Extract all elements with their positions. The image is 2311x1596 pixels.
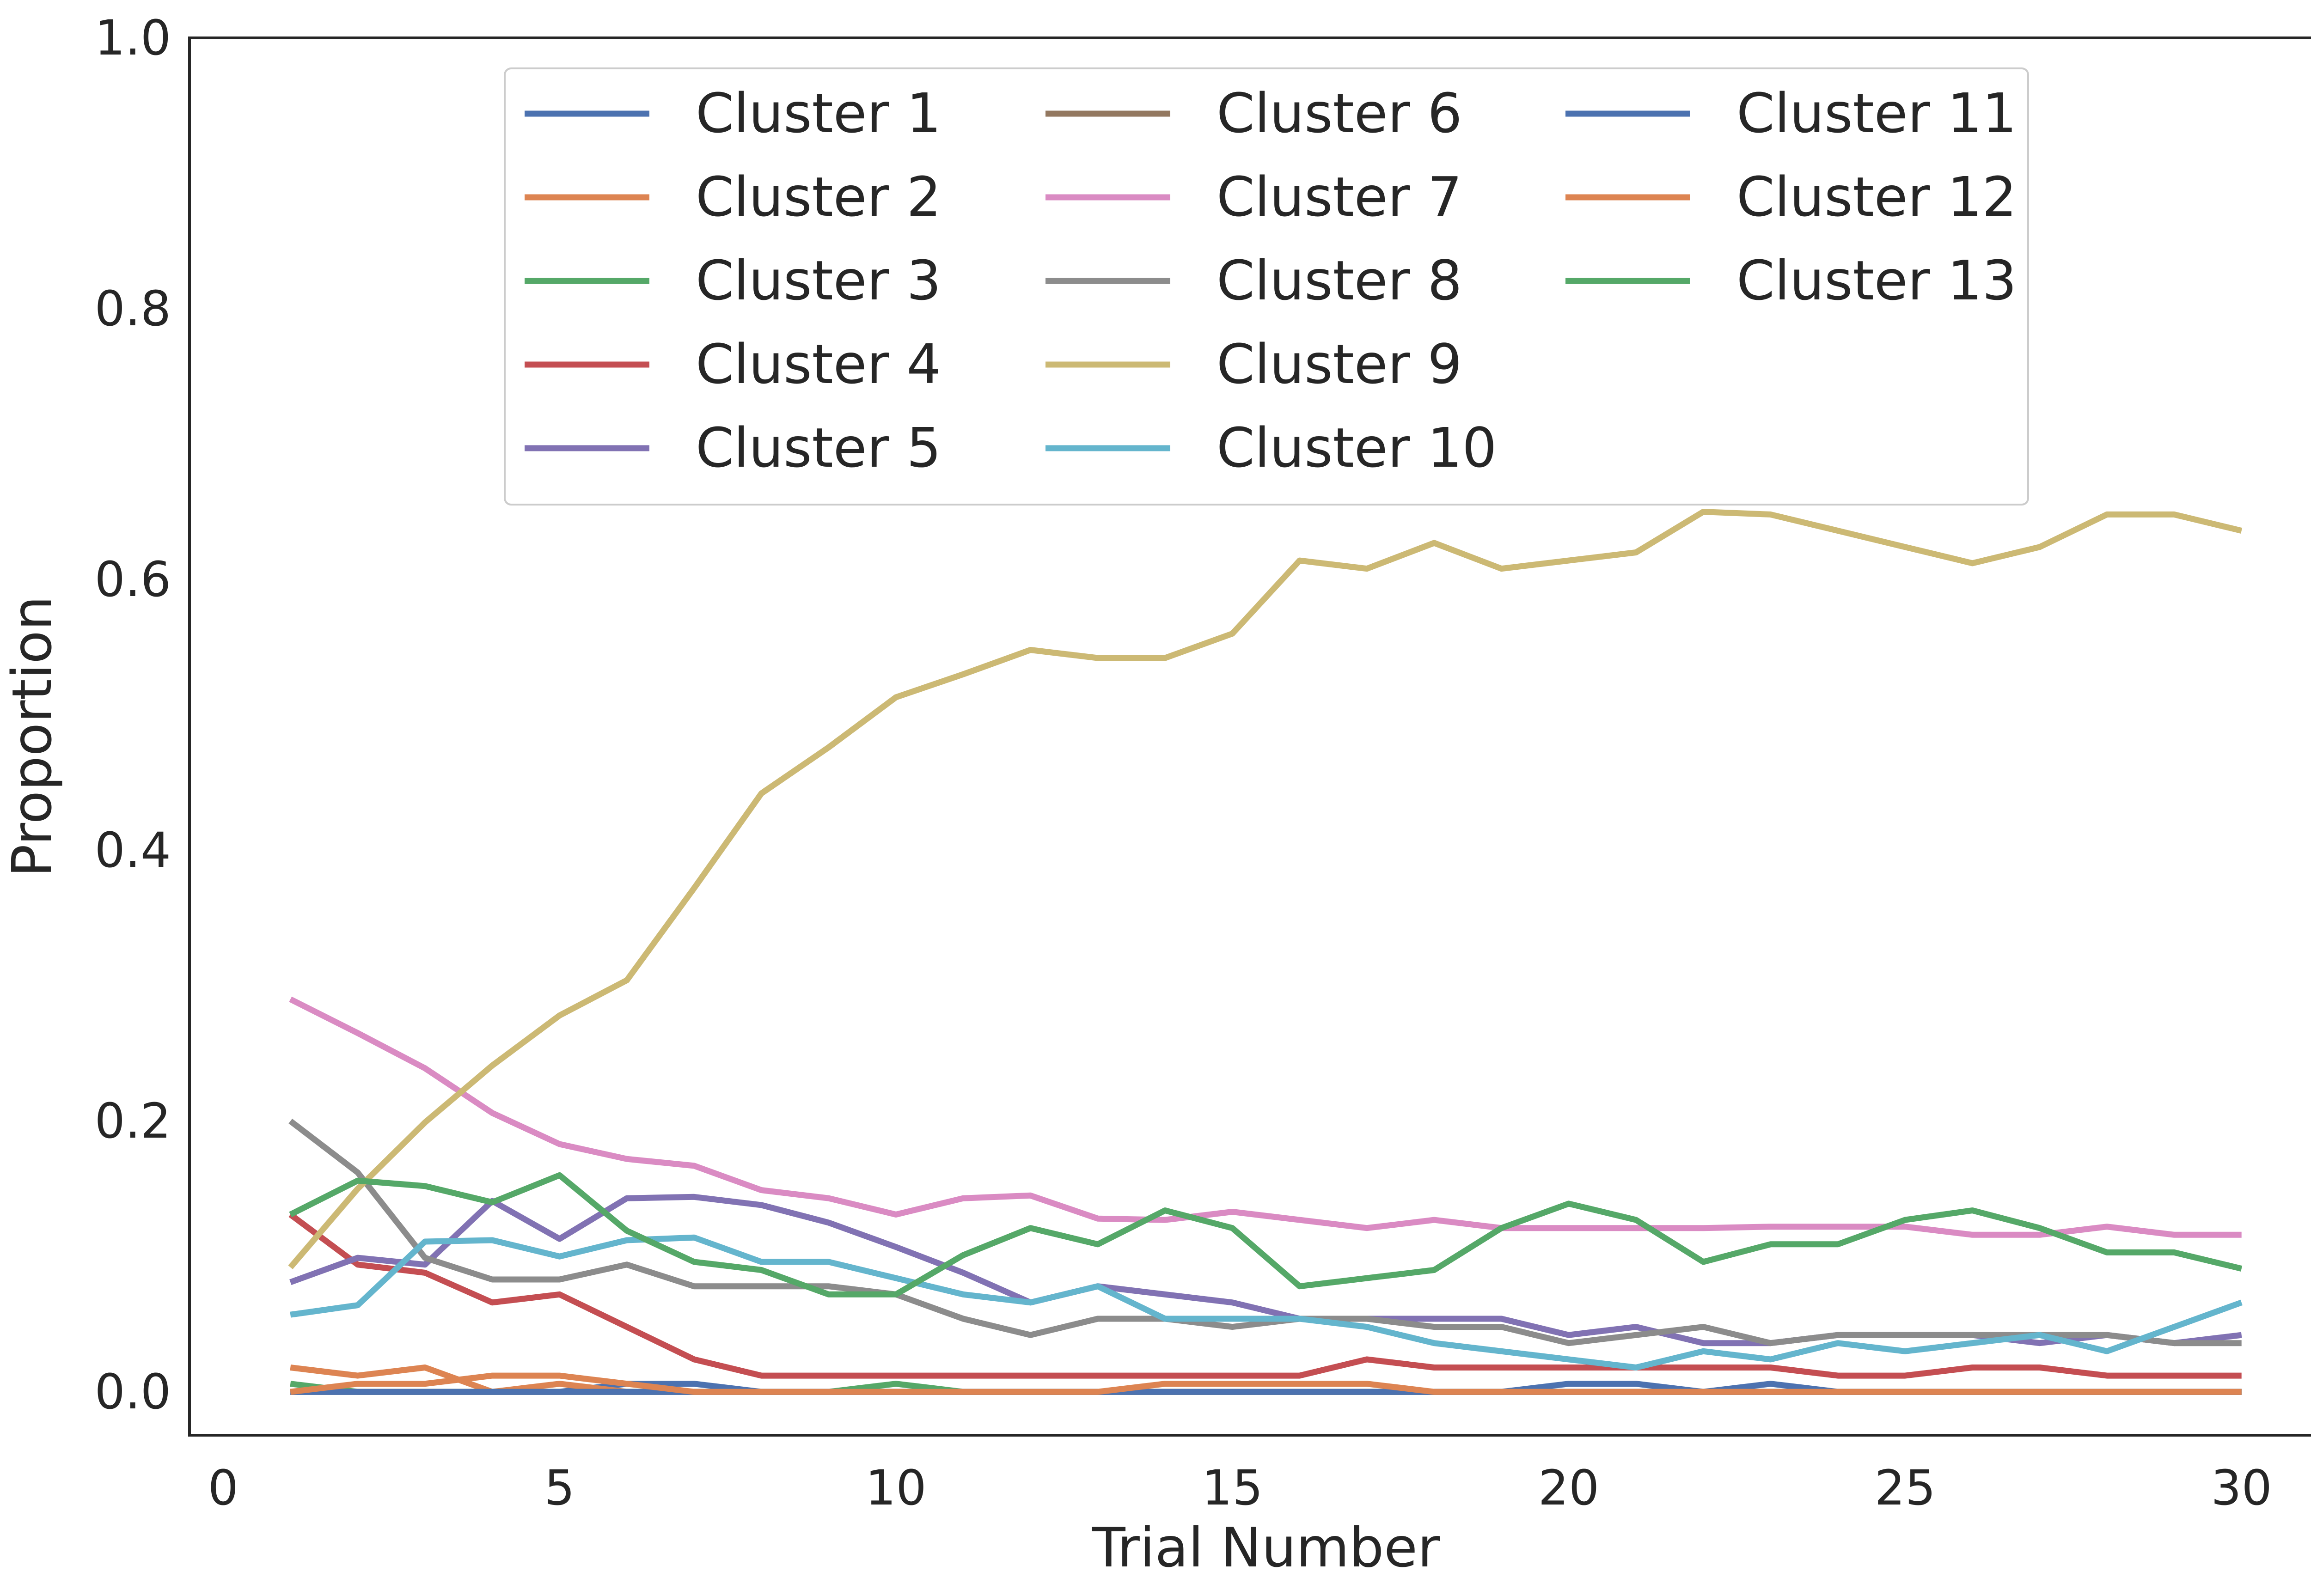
series-line-10 xyxy=(290,1234,2243,1371)
legend-item: Cluster 1 xyxy=(525,81,941,145)
series-line-4 xyxy=(288,1212,2242,1379)
legend: Cluster 1 Cluster 2 Cluster 3 Cluster 4 Clus… xyxy=(504,67,2029,506)
legend-item: Cluster 11 xyxy=(1565,81,2017,145)
y-tick-label: 1.0 xyxy=(95,10,171,66)
legend-item: Cluster 9 xyxy=(1045,332,1462,396)
legend-items: Cluster 1 Cluster 2 Cluster 3 Cluster 4 Clus… xyxy=(525,81,2017,480)
legend-label: Cluster 4 xyxy=(696,332,941,396)
series-line-13 xyxy=(289,1172,2243,1298)
x-axis-label: Trial Number xyxy=(1092,1516,1440,1579)
legend-label: Cluster 13 xyxy=(1736,249,2017,312)
legend-item: Cluster 3 xyxy=(525,249,941,312)
x-tick-label: 15 xyxy=(1202,1460,1263,1516)
legend-item: Cluster 2 xyxy=(525,165,941,229)
legend-label: Cluster 8 xyxy=(1217,249,1462,312)
legend-item: Cluster 5 xyxy=(525,416,941,480)
series-line-12 xyxy=(290,1372,2242,1395)
x-tick-label: 5 xyxy=(544,1460,575,1516)
legend-item: Cluster 13 xyxy=(1565,249,2017,312)
y-tick-label: 0.4 xyxy=(95,822,171,878)
legend-label: Cluster 11 xyxy=(1736,81,2017,145)
legend-label: Cluster 9 xyxy=(1217,332,1462,396)
legend-item: Cluster 12 xyxy=(1565,165,2017,229)
y-axis-ticks: 0.0 0.2 0.4 0.6 0.8 1.0 xyxy=(95,10,171,1420)
legend-label: Cluster 1 xyxy=(696,81,941,145)
x-axis-ticks: 0 5 10 15 20 25 30 xyxy=(208,1460,2272,1516)
legend-box xyxy=(504,67,2029,506)
x-tick-label: 20 xyxy=(1538,1460,1599,1516)
series-lines xyxy=(288,509,2243,1395)
y-tick-label: 0.0 xyxy=(95,1364,171,1420)
y-tick-label: 0.2 xyxy=(95,1093,171,1149)
legend-label: Cluster 6 xyxy=(1217,81,1462,145)
legend-item: Cluster 10 xyxy=(1045,416,1497,480)
legend-item: Cluster 7 xyxy=(1045,165,1462,229)
plot-frame xyxy=(188,37,2311,1437)
legend-label: Cluster 3 xyxy=(696,249,941,312)
y-axis-label: Proportion xyxy=(0,596,64,877)
legend-label: Cluster 5 xyxy=(696,416,941,480)
legend-item: Cluster 4 xyxy=(525,332,941,396)
x-tick-label: 30 xyxy=(2211,1460,2272,1516)
legend-item: Cluster 6 xyxy=(1045,81,1462,145)
legend-label: Cluster 12 xyxy=(1736,165,2017,229)
y-tick-label: 0.8 xyxy=(95,280,171,337)
x-tick-label: 10 xyxy=(865,1460,926,1516)
legend-label: Cluster 2 xyxy=(696,165,941,229)
x-tick-label: 0 xyxy=(208,1460,238,1516)
legend-label: Cluster 10 xyxy=(1217,416,1497,480)
series-line-9 xyxy=(288,509,2243,1269)
y-tick-label: 0.6 xyxy=(95,551,171,608)
x-tick-label: 25 xyxy=(1875,1460,1936,1516)
legend-item: Cluster 8 xyxy=(1045,249,1462,312)
legend-label: Cluster 7 xyxy=(1217,165,1462,229)
series-line-8 xyxy=(288,1119,2242,1346)
series-line-7 xyxy=(289,996,2242,1238)
